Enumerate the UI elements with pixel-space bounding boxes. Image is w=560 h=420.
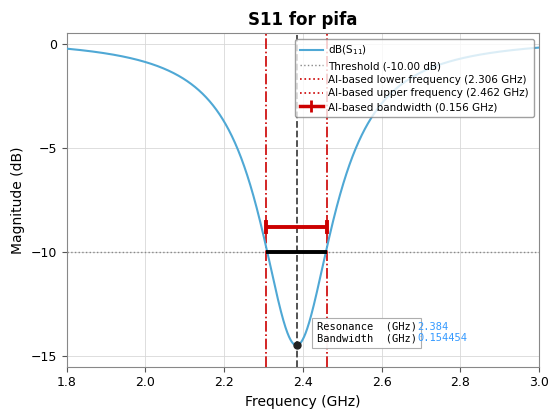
Point xyxy=(292,342,301,349)
Y-axis label: Magnitude (dB): Magnitude (dB) xyxy=(11,146,25,254)
X-axis label: Frequency (GHz): Frequency (GHz) xyxy=(245,395,361,409)
Legend: dB(S$_{11}$), Threshold (-10.00 dB), AI-based lower frequency (2.306 GHz), AI-ba: dB(S$_{11}$), Threshold (-10.00 dB), AI-… xyxy=(295,39,534,117)
Text: 2.384
0.154454: 2.384 0.154454 xyxy=(417,322,467,344)
Title: S11 for pifa: S11 for pifa xyxy=(248,11,357,29)
Text: Resonance  (GHz)
Bandwidth  (GHz): Resonance (GHz) Bandwidth (GHz) xyxy=(316,322,417,344)
